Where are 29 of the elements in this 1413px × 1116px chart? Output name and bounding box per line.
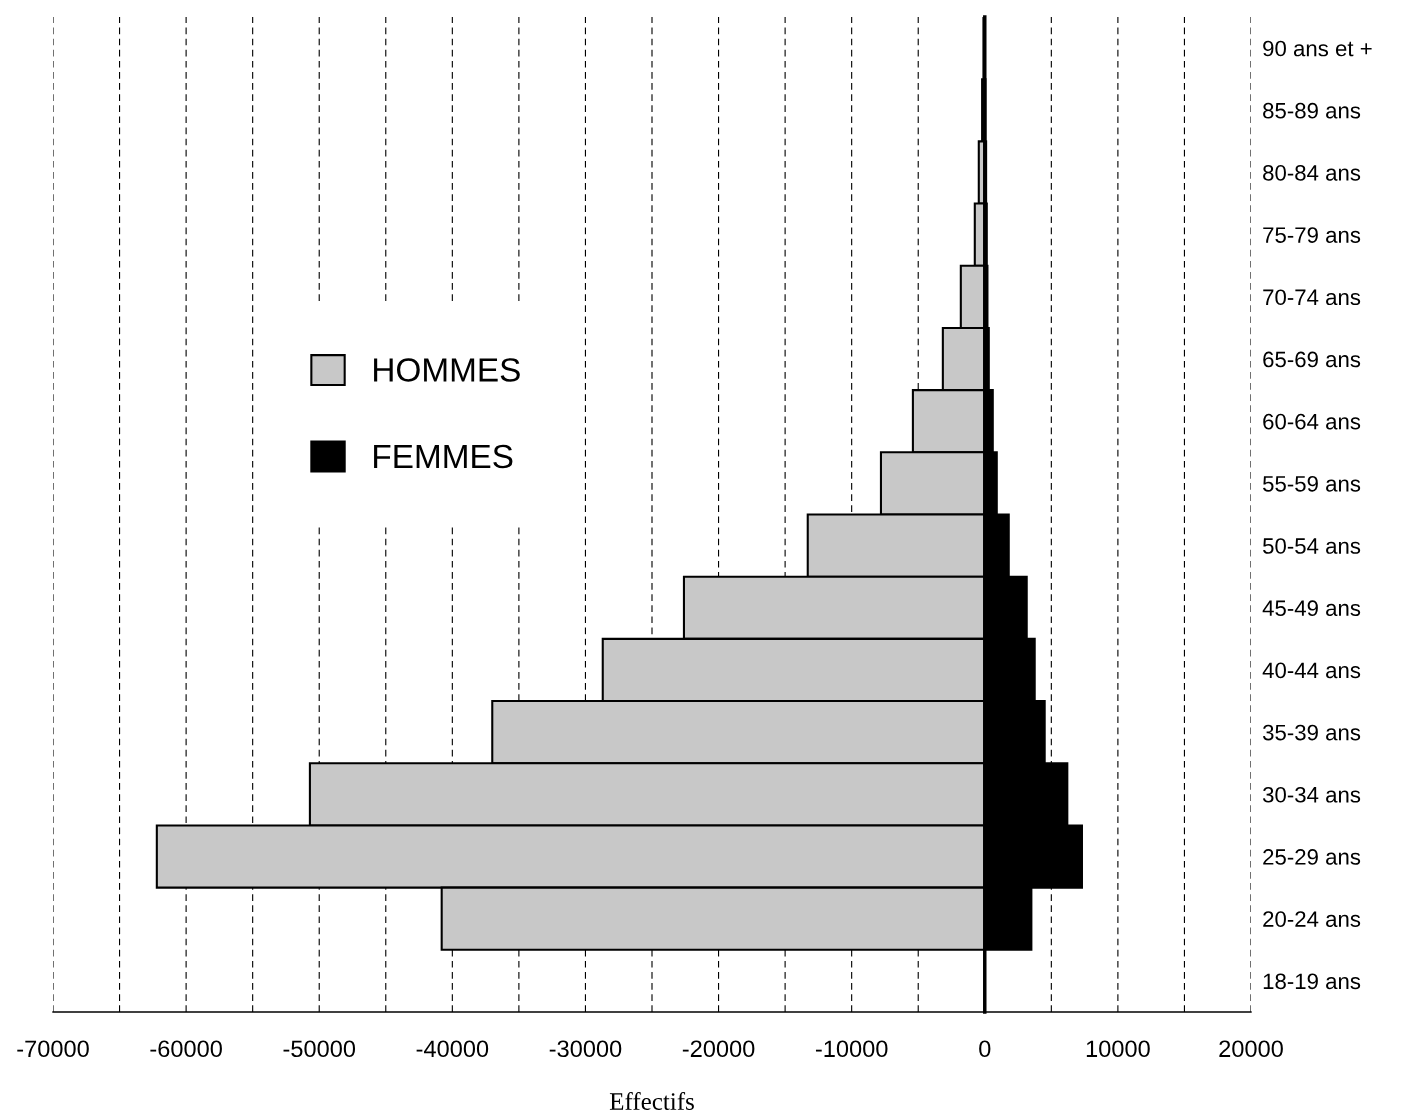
y-tick-label: 35-39 ans	[1262, 724, 1361, 741]
x-tick-label: -10000	[815, 1040, 888, 1058]
y-tick-label: 65-69 ans	[1263, 351, 1361, 368]
y-tick-label: 80-84 ans	[1263, 165, 1361, 181]
y-tick-label: 75-79 ans	[1263, 227, 1361, 243]
y-tick-label: 40-44 ans	[1262, 662, 1361, 679]
y-tick-label: 60-64 ans	[1263, 413, 1361, 430]
y-tick-label: 25-29 ans	[1263, 849, 1361, 865]
y-tick-label: 18-19 ans	[1263, 973, 1361, 990]
y-tick-label: 70-74 ans	[1263, 289, 1361, 306]
y-tick-label: 55-59 ans	[1263, 475, 1361, 492]
x-tick-label: 20000	[1219, 1040, 1283, 1058]
x-tick-label: -50000	[283, 1040, 356, 1058]
y-tick-label: 50-54 ans	[1263, 538, 1361, 554]
y-tick-label: 45-49 ans	[1262, 600, 1361, 617]
y-tick-label: 90 ans et +	[1263, 40, 1372, 57]
x-tick-label: 0	[979, 1040, 991, 1058]
x-tick-label: -40000	[416, 1040, 489, 1058]
y-tick-label: 20-24 ans	[1263, 911, 1361, 927]
y-tick-label: 30-34 ans	[1262, 786, 1361, 803]
x-tick-label: -70000	[17, 1040, 89, 1058]
x-tick-label: -30000	[549, 1040, 622, 1058]
legend-label: FEMMES	[374, 444, 513, 469]
x-tick-label: -20000	[682, 1040, 755, 1058]
y-tick-label: 85-89 ans	[1263, 102, 1361, 119]
x-axis-title: Effectifs	[609, 1092, 694, 1110]
x-tick-label: 10000	[1086, 1040, 1150, 1058]
x-tick-label: -60000	[150, 1040, 222, 1058]
legend-label: HOMMES	[374, 358, 520, 382]
